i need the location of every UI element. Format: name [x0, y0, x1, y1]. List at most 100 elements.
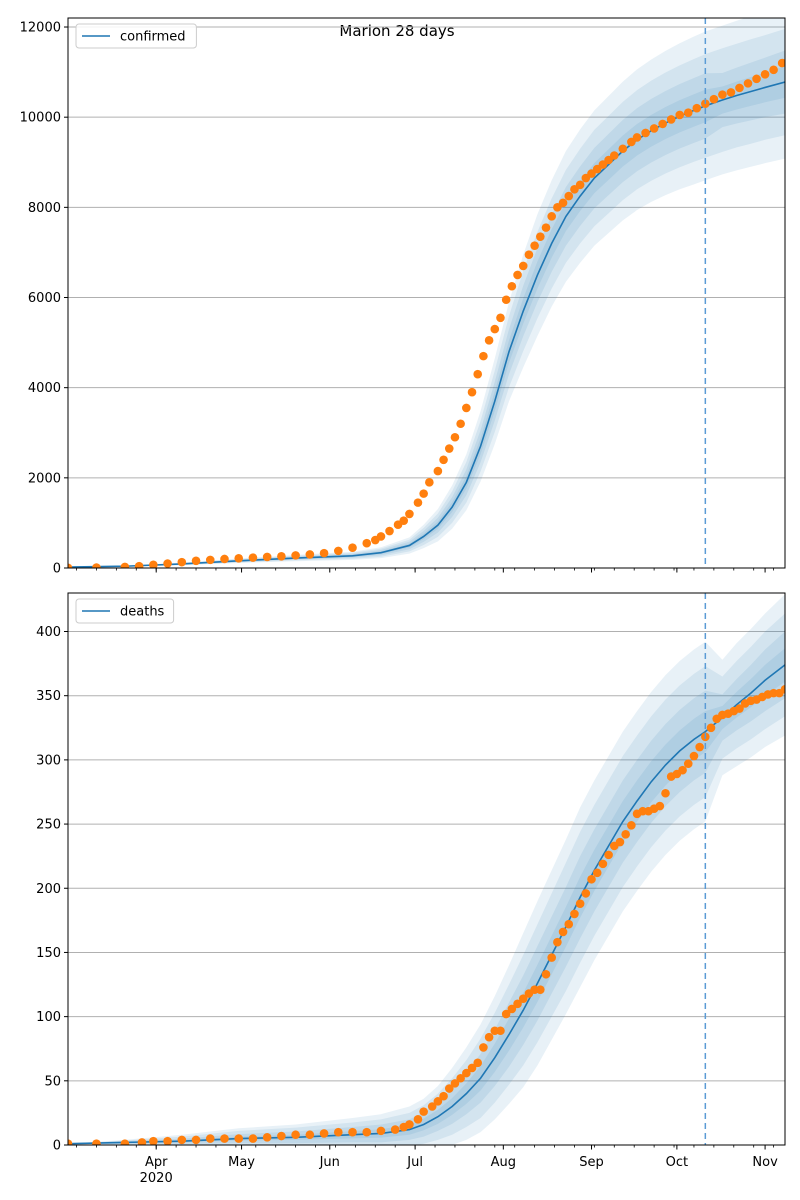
observed-point	[450, 1079, 460, 1088]
legend: deaths	[75, 598, 175, 624]
observed-point	[541, 969, 551, 979]
uncertainty-band	[68, 613, 785, 1145]
observed-point	[524, 250, 534, 259]
observed-point	[683, 759, 693, 769]
observed-point	[479, 351, 488, 361]
observed-point	[362, 1127, 372, 1137]
observed-point	[621, 830, 630, 839]
observed-point	[149, 560, 158, 568]
observed-point	[666, 115, 676, 124]
observed-point	[92, 563, 101, 568]
observed-point	[678, 765, 687, 775]
observed-point	[177, 1135, 187, 1145]
observed-point	[769, 65, 778, 75]
observed-point	[564, 191, 574, 201]
observed-point	[248, 1134, 258, 1143]
observed-point	[163, 1136, 172, 1145]
y-tick-label: 2000	[28, 471, 61, 486]
observed-point	[277, 1131, 286, 1141]
observed-point	[234, 1134, 244, 1143]
observed-point	[695, 742, 704, 752]
uncertainty-band	[68, 594, 785, 1145]
legend-label: deaths	[120, 605, 165, 620]
observed-point	[467, 387, 477, 397]
observed-point	[726, 88, 736, 97]
observed-point	[462, 403, 471, 413]
observed-point	[319, 548, 329, 558]
y-tick-label: 150	[36, 946, 61, 961]
observed-point	[604, 850, 613, 860]
observed-point	[348, 1127, 357, 1137]
observed-point	[92, 1139, 101, 1145]
observed-point	[689, 751, 699, 761]
observed-point	[484, 1032, 494, 1042]
observed-point	[220, 554, 229, 564]
observed-point	[191, 556, 201, 566]
observed-point	[735, 704, 744, 713]
observed-point	[513, 999, 522, 1009]
observed-point	[450, 432, 460, 442]
observed-point	[467, 1063, 477, 1073]
panel-deaths: 0 50 100 150 200 250 300 350 400 Apr May Jun Jul Aug S…	[36, 592, 786, 1186]
observed-point	[581, 889, 591, 898]
observed-point	[558, 198, 568, 208]
observed-point	[68, 1139, 73, 1145]
observed-point	[598, 859, 608, 869]
uncertainty-band	[68, 18, 785, 568]
observed-point	[627, 821, 636, 830]
observed-point	[439, 455, 448, 465]
observed-point	[513, 270, 522, 280]
y-tick-label: 0	[53, 562, 61, 577]
observed-point	[462, 1068, 471, 1078]
observed-point	[609, 151, 619, 160]
observed-point	[390, 1125, 400, 1134]
observed-point	[507, 281, 517, 291]
observed-point	[479, 1043, 488, 1052]
observed-point	[649, 124, 659, 133]
y-tick-label: 100	[36, 1010, 61, 1025]
observed-point	[484, 336, 494, 345]
y-tick-label: 300	[36, 753, 61, 768]
observed-point	[592, 868, 602, 878]
observed-point	[427, 1102, 437, 1111]
observed-point	[305, 1130, 315, 1140]
observed-point	[399, 516, 409, 525]
observed-point	[291, 551, 300, 560]
observed-point	[587, 874, 596, 884]
observed-point	[641, 128, 650, 138]
observed-point	[456, 419, 465, 429]
observed-point	[780, 684, 785, 694]
uncertainty-band	[68, 50, 785, 568]
observed-point	[570, 909, 579, 919]
observed-point	[413, 498, 423, 507]
axes-frame	[67, 17, 786, 569]
x-tick-label: Oct	[666, 1155, 688, 1170]
observed-point	[385, 526, 394, 536]
observed-point	[444, 1084, 454, 1093]
observed-point	[191, 1135, 201, 1145]
x-tick-label: Sep	[579, 1155, 604, 1170]
observed-point	[248, 553, 258, 562]
observed-point	[706, 723, 716, 733]
observed-point	[547, 212, 556, 221]
uncertainty-band	[68, 66, 785, 568]
observed-point	[348, 543, 357, 553]
observed-point	[490, 324, 500, 334]
y-tick-label: 10000	[20, 111, 61, 126]
y-tick-label: 50	[44, 1074, 61, 1089]
observed-point	[163, 559, 172, 568]
observed-point	[376, 532, 386, 541]
observed-point	[333, 1127, 343, 1137]
observed-point	[262, 552, 272, 562]
observed-point	[220, 1134, 229, 1143]
observed-point	[496, 313, 505, 323]
observed-point	[277, 551, 286, 561]
observed-point	[433, 466, 443, 476]
x-tick-label: Apr	[145, 1155, 168, 1170]
observed-point	[120, 562, 130, 568]
observed-point	[558, 927, 568, 937]
observed-point	[177, 557, 187, 567]
observed-point	[618, 144, 628, 154]
